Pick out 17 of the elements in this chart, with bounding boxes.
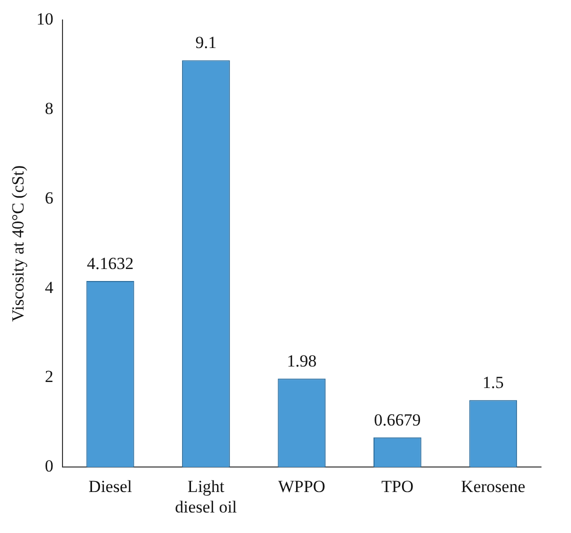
y-tick-label: 0	[44, 456, 54, 476]
data-label: 9.1	[195, 33, 217, 52]
x-tick-label: Diesel	[88, 476, 132, 496]
x-tick-label: TPO	[381, 476, 414, 496]
data-label: 4.1632	[86, 254, 134, 273]
x-tick-label: Kerosene	[461, 476, 526, 496]
data-label: 1.5	[482, 373, 504, 392]
y-tick-label: 2	[44, 367, 54, 386]
data-label: 0.6679	[374, 410, 421, 430]
x-tick-label: WPPO	[278, 476, 326, 496]
y-tick-label: 10	[36, 9, 54, 28]
y-tick-label: 4	[44, 278, 54, 297]
y-axis-title: Viscosity at 40°C (cSt)	[8, 165, 28, 322]
y-tick-label: 8	[44, 98, 54, 118]
y-tick-label: 6	[44, 188, 54, 208]
x-tick-label: Light diesel oil	[175, 476, 238, 516]
data-label: 1.98	[286, 352, 317, 371]
